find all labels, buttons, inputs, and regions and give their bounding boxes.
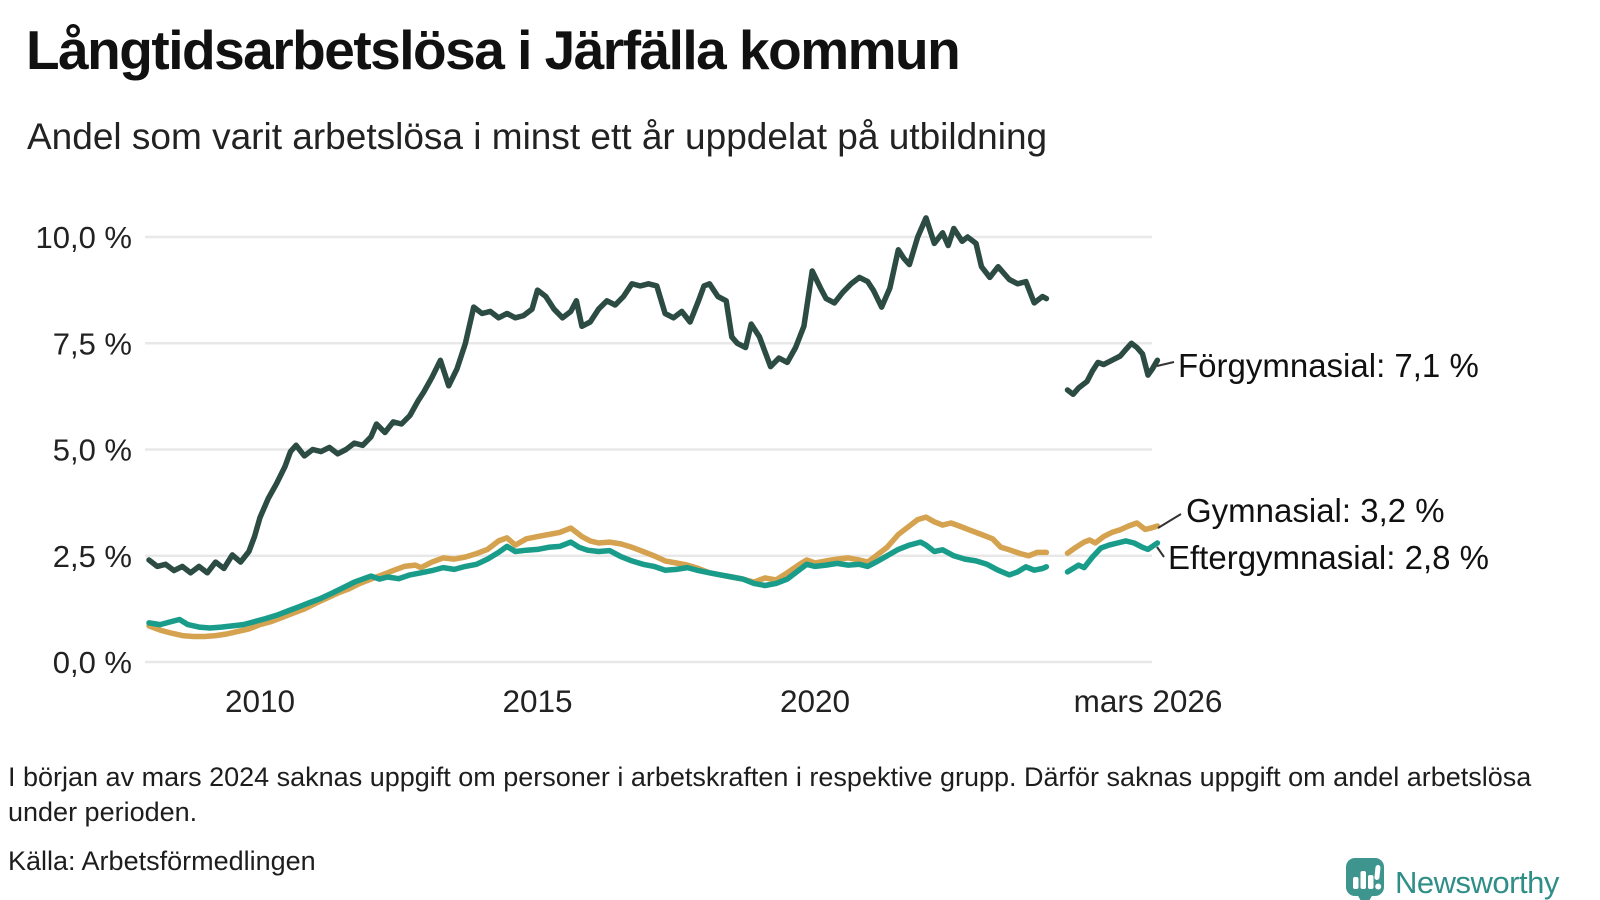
annotation-connector bbox=[1157, 513, 1182, 529]
series-line-eftergymnasial bbox=[146, 539, 1050, 631]
newsworthy-logo-text: Newsworthy bbox=[1395, 864, 1559, 900]
series-line-gymnasial bbox=[1064, 520, 1161, 556]
annotation-label-gymnasial: Gymnasial: 3,2 % bbox=[1186, 492, 1445, 529]
series-line-forgymnasial bbox=[146, 215, 1050, 576]
y-tick-label: 7,5 % bbox=[53, 326, 132, 361]
annotation-connector bbox=[1156, 546, 1165, 558]
series-line-forgymnasial bbox=[1064, 340, 1161, 398]
annotation-label-eftergymnasial: Eftergymnasial: 2,8 % bbox=[1168, 539, 1489, 576]
chart-footnote: I början av mars 2024 saknas uppgift om … bbox=[8, 762, 1532, 827]
x-tick-label: mars 2026 bbox=[1074, 683, 1223, 719]
series-line-gymnasial bbox=[146, 514, 1050, 640]
x-tick-label: 2020 bbox=[780, 683, 850, 719]
source-label: Källa: Arbetsförmedlingen bbox=[8, 846, 316, 876]
newsworthy-branding: Newsworthy bbox=[1344, 854, 1559, 900]
y-tick-label: 10,0 % bbox=[35, 220, 132, 255]
page-title: Långtidsarbetslösa i Järfälla kommun bbox=[26, 19, 961, 81]
y-tick-label: 2,5 % bbox=[53, 539, 132, 574]
annotation-label-forgymnasial: Förgymnasial: 7,1 % bbox=[1178, 347, 1479, 384]
x-tick-label: 2010 bbox=[225, 683, 295, 719]
newsworthy-logo-icon bbox=[1346, 858, 1384, 900]
y-tick-label: 0,0 % bbox=[53, 645, 132, 680]
series-line-eftergymnasial bbox=[1064, 538, 1161, 575]
annotation-connector bbox=[1156, 361, 1175, 367]
y-tick-label: 5,0 % bbox=[53, 433, 132, 468]
x-tick-label: 2015 bbox=[502, 683, 572, 719]
page-subtitle: Andel som varit arbetslösa i minst ett å… bbox=[27, 116, 1048, 157]
